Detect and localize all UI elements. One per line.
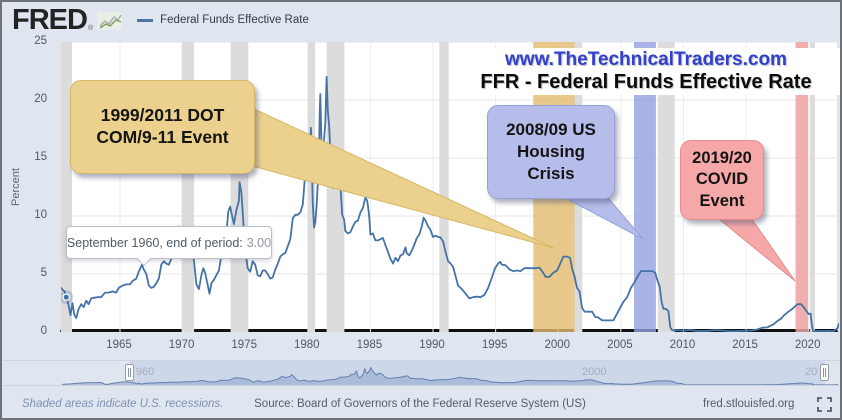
callout-covid: 2019/20 COVID Event: [680, 140, 764, 220]
y-tick-label: 20: [34, 93, 47, 105]
y-tick-label: 10: [34, 209, 47, 221]
callout-dotcom: 1999/2011 DOT COM/9-11 Event: [70, 80, 255, 174]
x-tick-label: 1985: [356, 339, 383, 351]
y-tick-label: 25: [34, 35, 47, 47]
chart-title-overlay: www.TheTechnicalTraders.com FFR - Federa…: [452, 48, 840, 95]
slider-end-label: 20: [805, 366, 818, 378]
fred-link[interactable]: fred.stlouisfed.org: [703, 398, 795, 410]
x-tick-label: 2000: [544, 339, 571, 351]
x-tick-label: 2020: [794, 339, 821, 351]
slider-start-label: 960: [136, 366, 155, 378]
callout-housing-crisis: 2008/09 US Housing Crisis: [487, 105, 615, 199]
x-tick-label: 1975: [231, 339, 257, 351]
footer-bar: Shaded areas indicate U.S. recessions. S…: [2, 394, 840, 418]
y-axis-title: Percent: [10, 168, 22, 206]
slider-handle-right[interactable]: [820, 364, 829, 381]
x-tick-label: 1995: [481, 339, 508, 351]
x-tick-label: 1980: [294, 339, 320, 351]
watermark-url: www.TheTechnicalTraders.com: [505, 49, 787, 70]
legend-label: Federal Funds Effective Rate: [160, 14, 309, 26]
x-tick-label: 1970: [168, 339, 195, 351]
x-tick-label: 2005: [607, 339, 633, 351]
date-range-slider[interactable]: 960 2000 20: [2, 360, 840, 386]
slider-mid-label: 2000: [582, 366, 607, 378]
fred-logo: FRED: [12, 4, 88, 36]
legend-line-swatch: [137, 18, 154, 22]
fullscreen-icon[interactable]: [817, 397, 832, 412]
sparkline-icon: [97, 12, 123, 30]
tooltip-label: September 1960, end of period:: [66, 235, 243, 250]
x-tick-label: 2010: [669, 339, 696, 351]
y-tick-label: 0: [40, 325, 47, 337]
x-tick-label: 2015: [732, 339, 758, 351]
slider-handle-left[interactable]: [125, 364, 134, 381]
slider-mini-chart: [60, 366, 838, 385]
recessions-note: Shaded areas indicate U.S. recessions.: [22, 398, 224, 410]
tooltip-value: 3.00: [246, 235, 272, 250]
x-tick-label: 1990: [419, 339, 445, 351]
header-bar: FRED ® Federal Funds Effective Rate: [2, 2, 840, 38]
chart-title: FFR - Federal Funds Effective Rate: [480, 71, 812, 93]
y-tick-label: 5: [40, 267, 47, 279]
x-tick-label: 1965: [106, 339, 132, 351]
series-legend[interactable]: Federal Funds Effective Rate: [137, 14, 309, 26]
data-tooltip: September 1960, end of period: 3.00: [66, 226, 272, 267]
source-text: Source: Board of Governors of the Federa…: [254, 398, 586, 410]
y-tick-label: 15: [34, 151, 47, 163]
registered-mark: ®: [87, 25, 94, 32]
